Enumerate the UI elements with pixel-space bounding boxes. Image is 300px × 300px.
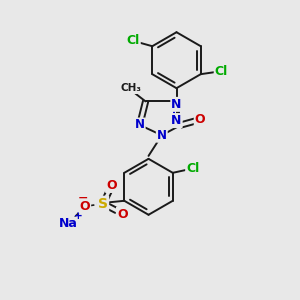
Text: O: O: [106, 179, 117, 192]
Text: O: O: [80, 200, 90, 213]
Text: CH₃: CH₃: [120, 83, 141, 93]
Text: +: +: [74, 211, 82, 220]
Text: Na: Na: [59, 217, 78, 230]
Text: N: N: [135, 118, 145, 131]
Text: S: S: [98, 197, 108, 211]
Text: −: −: [77, 191, 88, 204]
Text: O: O: [117, 208, 128, 220]
Text: Cl: Cl: [186, 162, 200, 175]
Text: N: N: [171, 114, 182, 127]
Text: Cl: Cl: [127, 34, 140, 47]
Text: Cl: Cl: [215, 65, 228, 78]
Text: O: O: [195, 113, 206, 126]
Text: N: N: [171, 98, 182, 111]
Text: N: N: [157, 129, 167, 142]
